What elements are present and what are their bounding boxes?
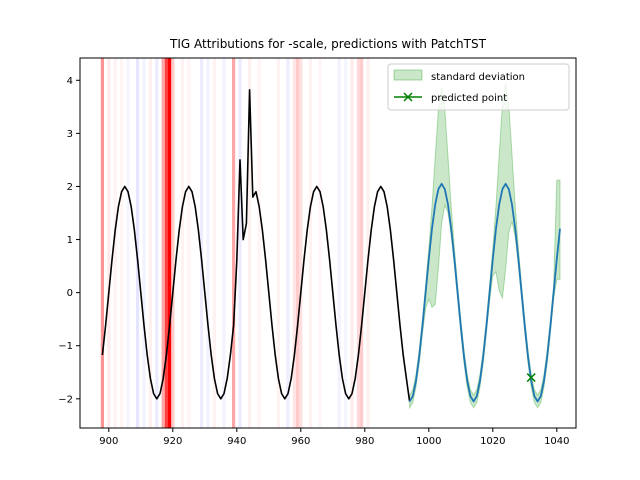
x-tick-label: 920 — [163, 436, 182, 447]
attribution-band-34 — [360, 58, 364, 428]
attribution-band-9 — [161, 58, 165, 428]
attribution-band-19 — [232, 58, 236, 428]
attribution-band-35 — [366, 58, 370, 428]
attribution-band-25 — [292, 58, 296, 428]
attribution-band-29 — [318, 58, 322, 428]
attribution-band-12 — [171, 58, 175, 428]
legend-label-predicted: predicted point — [431, 93, 507, 104]
prediction-series-line — [408, 182, 561, 403]
attribution-band-13 — [180, 58, 184, 428]
chart-title: TIG Attributions for -scale, predictions… — [169, 37, 487, 51]
attribution-band-22 — [257, 58, 261, 428]
attribution-band-24 — [286, 58, 290, 428]
attribution-band-7 — [148, 58, 152, 428]
y-tick-label: 2 — [67, 182, 73, 193]
attribution-bands — [100, 58, 370, 428]
attribution-band-14 — [187, 58, 191, 428]
attribution-band-15 — [200, 58, 204, 428]
attribution-band-6 — [142, 58, 146, 428]
attribution-band-30 — [337, 58, 341, 428]
attribution-band-2 — [113, 58, 117, 428]
x-tick-label: 1020 — [480, 436, 505, 447]
x-tick-label: 960 — [291, 436, 310, 447]
attribution-band-8 — [155, 58, 159, 428]
attribution-band-33 — [356, 58, 360, 428]
legend-swatch-std — [393, 69, 423, 81]
x-tick-label: 940 — [227, 436, 246, 447]
x-tick-label: 1000 — [416, 436, 441, 447]
attribution-band-23 — [276, 58, 280, 428]
attribution-band-1 — [107, 58, 111, 428]
attribution-band-20 — [238, 58, 242, 428]
attribution-band-32 — [350, 58, 354, 428]
attribution-band-27 — [299, 58, 303, 428]
legend: standard deviation predicted point — [387, 63, 570, 111]
plot-frame — [79, 57, 577, 429]
x-tick-label: 900 — [99, 436, 118, 447]
axes: 900 920 940 960 980 1000 1020 1040 −2 −1 0 1 2 3 4 — [58, 76, 569, 447]
y-tick-label: 1 — [67, 235, 73, 246]
legend-label-std: standard deviation — [431, 72, 525, 83]
attribution-band-10 — [164, 58, 168, 428]
predicted-point-marker — [526, 373, 536, 383]
attribution-band-11 — [168, 58, 172, 428]
attribution-band-17 — [212, 58, 216, 428]
y-tick-label: −2 — [58, 394, 73, 405]
attribution-band-26 — [296, 58, 300, 428]
attribution-band-31 — [344, 58, 348, 428]
legend-box — [387, 63, 570, 111]
attribution-band-0 — [100, 58, 104, 428]
attribution-band-18 — [222, 58, 226, 428]
history-series-line — [101, 89, 411, 402]
attribution-band-4 — [126, 58, 130, 428]
attribution-band-16 — [206, 58, 210, 428]
attribution-band-28 — [308, 58, 312, 428]
attribution-band-5 — [136, 58, 140, 428]
y-tick-label: 4 — [67, 76, 73, 87]
y-tick-label: 3 — [67, 129, 73, 140]
y-tick-label: 0 — [67, 288, 73, 299]
y-tick-label: −1 — [58, 341, 73, 352]
attribution-band-21 — [248, 58, 252, 428]
attribution-band-3 — [120, 58, 124, 428]
x-tick-label: 1040 — [544, 436, 569, 447]
series-lines — [101, 89, 561, 403]
x-tick-label: 980 — [355, 436, 374, 447]
legend-swatch-predicted-marker — [403, 92, 413, 102]
